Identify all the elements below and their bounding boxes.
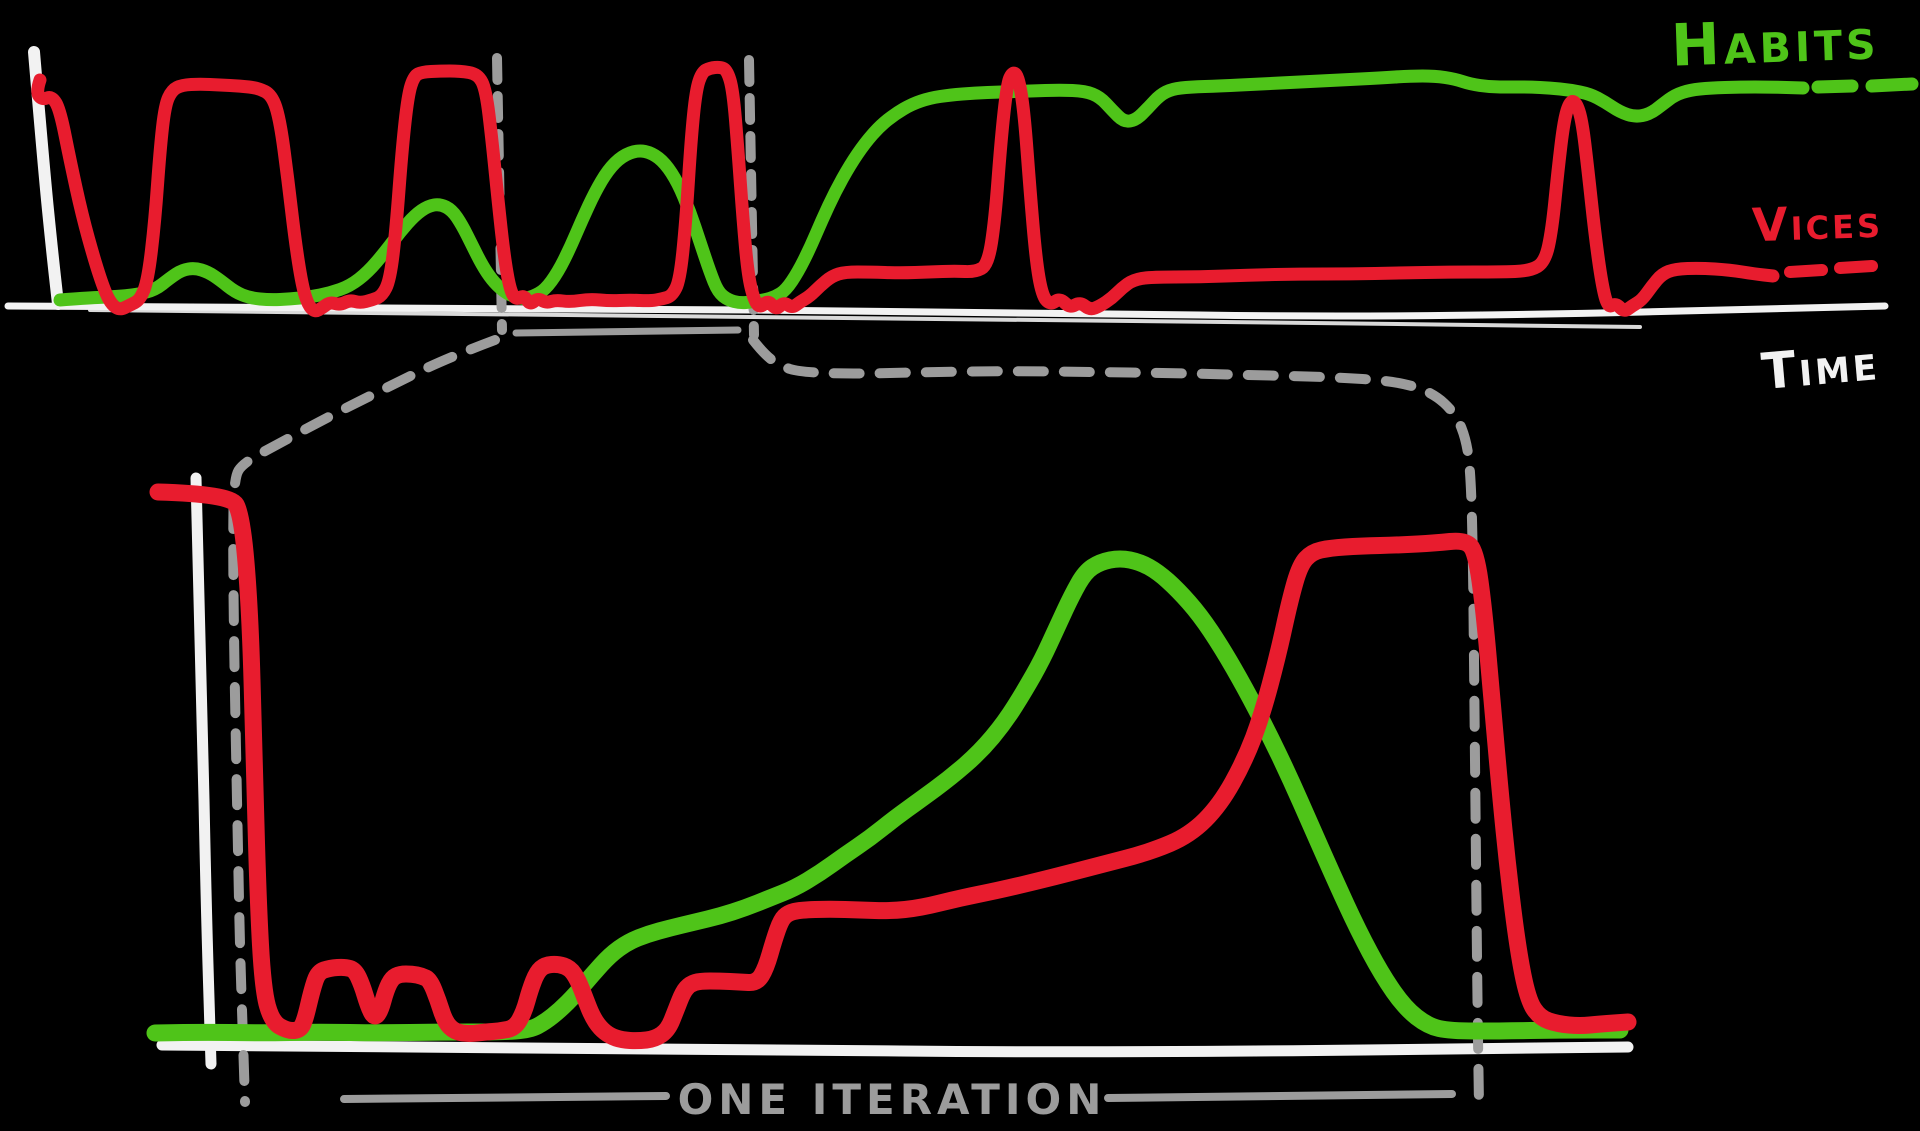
iteration-arrow-left — [340, 1092, 670, 1103]
vices-label: Vices — [1751, 194, 1884, 253]
habits-line-end-dash-2 — [1865, 77, 1919, 93]
time-axis-label: Time — [1759, 333, 1881, 401]
habits-detail-line — [146, 550, 1629, 1042]
habits-line — [53, 69, 1810, 310]
bottom-y-axis — [190, 472, 217, 1070]
habits-line-end-dash-1 — [1811, 79, 1859, 94]
vices-line-end-dash-1 — [1784, 264, 1828, 278]
iteration-arrow-right — [1104, 1090, 1456, 1102]
zoom-span-arrow — [512, 326, 742, 337]
vices-line-end-dash-2 — [1834, 260, 1878, 274]
zoom-connector-right-dash — [748, 335, 1484, 1110]
vices-detail-line — [149, 483, 1637, 1050]
zoom-connector-left-dash — [228, 335, 500, 1107]
vices-line — [31, 60, 1780, 318]
chart-lines-layer — [4, 46, 1919, 1110]
bottom-x-axis — [156, 1039, 1634, 1058]
habits-label: Habits — [1670, 4, 1881, 79]
top-x-axis — [4, 302, 1889, 320]
one-iteration-label: ONE ITERATION — [678, 1075, 1107, 1124]
top-y-axis — [28, 46, 64, 310]
